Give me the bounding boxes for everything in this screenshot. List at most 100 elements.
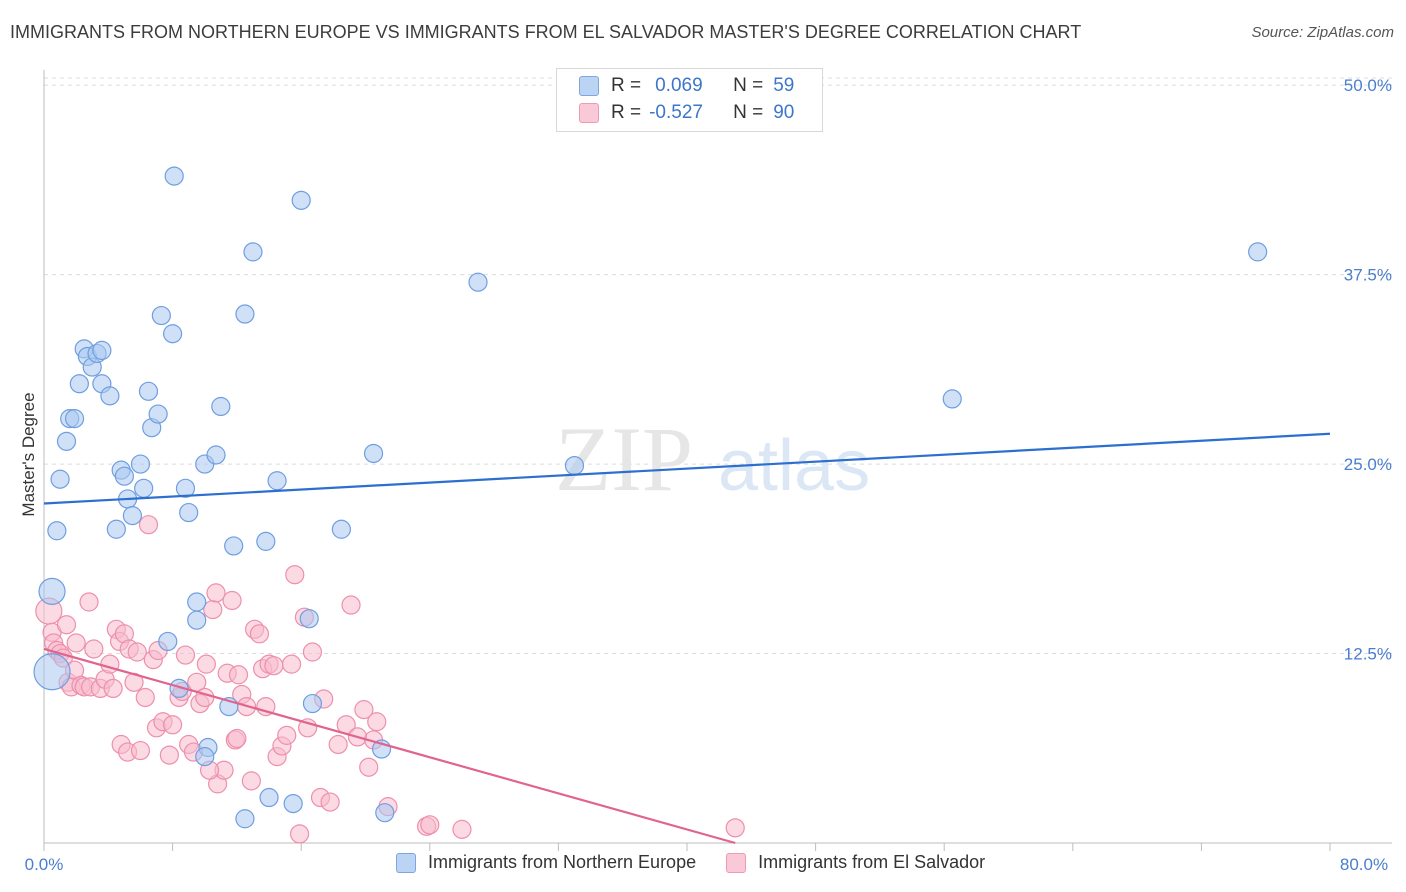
data-point	[130, 740, 151, 761]
data-point	[267, 471, 287, 491]
data-point	[159, 745, 179, 765]
data-point	[130, 454, 151, 474]
data-point	[235, 809, 255, 829]
data-point	[302, 642, 323, 662]
legend-n-label: N =	[733, 75, 764, 96]
data-point	[256, 531, 276, 551]
data-point	[135, 687, 155, 708]
data-point	[203, 599, 223, 620]
data-point	[289, 824, 310, 844]
data-point	[163, 715, 183, 735]
data-point	[106, 519, 126, 539]
data-point	[331, 519, 351, 539]
legend-r-label: R =	[611, 102, 642, 123]
data-point	[134, 478, 154, 498]
data-point	[725, 818, 745, 838]
data-point	[187, 592, 207, 612]
x-tick-label: 0.0%	[25, 855, 64, 874]
y-tick-label: 12.5%	[1344, 645, 1392, 664]
data-point	[206, 445, 226, 465]
data-point	[299, 609, 319, 629]
data-point	[38, 577, 66, 605]
data-point	[363, 443, 384, 464]
data-point	[1248, 242, 1268, 262]
data-point	[79, 592, 99, 612]
data-point	[235, 304, 255, 324]
data-point	[100, 386, 120, 406]
chart-title: IMMIGRANTS FROM NORTHERN EUROPE VS IMMIG…	[10, 22, 1082, 42]
data-point	[33, 653, 71, 691]
legend-swatch-blue	[579, 76, 599, 96]
legend-swatch-pink	[579, 103, 599, 123]
data-point	[224, 536, 244, 556]
data-point	[206, 583, 226, 603]
legend-n-label: N =	[733, 102, 764, 123]
data-point	[175, 645, 196, 665]
data-point	[179, 502, 199, 523]
data-point	[285, 565, 305, 585]
data-point	[103, 678, 123, 699]
legend-item-el-salvador[interactable]: Immigrants from El Salvador	[726, 852, 985, 873]
data-point	[243, 242, 263, 262]
y-tick-label: 25.0%	[1344, 455, 1392, 474]
data-point	[241, 771, 261, 791]
data-point	[92, 340, 112, 361]
data-point	[47, 521, 67, 541]
legend-swatch-blue	[396, 852, 416, 873]
data-point	[468, 272, 488, 292]
data-point	[328, 734, 348, 755]
data-point	[302, 693, 323, 714]
legend-r-value: -0.527	[649, 102, 703, 123]
data-point	[84, 639, 104, 659]
data-point	[69, 374, 89, 394]
tick-labels: 12.5% 25.0% 37.5% 50.0% 0.0% 80.0% Master's De…	[19, 76, 1392, 874]
grid	[44, 77, 1392, 655]
data-point	[100, 654, 120, 674]
y-tick-label: 37.5%	[1344, 266, 1392, 285]
data-point	[420, 815, 440, 835]
data-point	[158, 631, 178, 652]
legend-label-el-salvador: Immigrants from El Salvador	[758, 852, 986, 872]
data-point	[114, 466, 134, 486]
data-point	[148, 404, 168, 424]
series-el-salvador-points	[35, 515, 745, 844]
x-tick-label: 80.0%	[1340, 855, 1388, 874]
data-point	[195, 687, 215, 708]
data-point	[222, 590, 242, 611]
data-point	[277, 725, 297, 745]
legend-item-northern-europe[interactable]: Immigrants from Northern Europe	[396, 852, 696, 873]
data-point	[281, 654, 302, 674]
legend-r-label: R =	[611, 75, 642, 96]
data-point	[227, 728, 247, 749]
watermark: ZIP atlas	[555, 408, 870, 510]
data-point	[195, 747, 215, 767]
legend-row-northern-europe: R = 0.069 N = 59	[579, 73, 794, 99]
trend-line-northern-europe	[43, 432, 1331, 505]
data-point	[942, 389, 962, 409]
y-axis-label: Master's Degree	[19, 392, 38, 516]
axes	[43, 70, 1392, 851]
series-legend: Immigrants from Northern Europe Immigran…	[396, 852, 1015, 873]
trend-line-el-salvador	[43, 647, 736, 845]
data-point	[138, 515, 159, 535]
data-point	[291, 190, 311, 210]
y-tick-label: 50.0%	[1344, 76, 1392, 95]
data-point	[452, 819, 472, 839]
trend-lines	[43, 432, 1331, 845]
data-point	[354, 700, 374, 720]
data-point	[187, 610, 207, 630]
data-point	[341, 595, 361, 615]
data-point	[163, 324, 183, 344]
data-point	[66, 633, 86, 653]
data-point	[127, 642, 147, 662]
data-point	[196, 654, 216, 674]
legend-r-value: 0.069	[655, 75, 703, 96]
data-point	[320, 792, 340, 812]
data-point	[228, 665, 249, 685]
data-point	[259, 787, 279, 808]
data-point	[564, 455, 585, 476]
series-northern-europe-points	[33, 166, 1268, 829]
data-point	[359, 757, 379, 777]
source-label: Source: ZipAtlas.com	[1251, 24, 1394, 41]
